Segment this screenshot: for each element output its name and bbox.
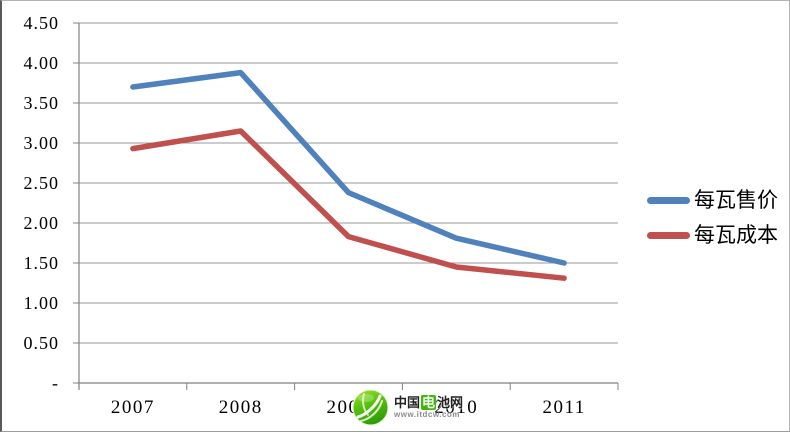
y-axis-label: 3.00 — [24, 133, 60, 153]
watermark-name-prefix: 中国 — [394, 395, 421, 410]
y-axis-label: 1.50 — [24, 253, 60, 273]
series-line-0 — [130, 69, 567, 266]
legend-item-cost: 每瓦成本 — [647, 221, 778, 249]
watermark: 中国电池网 www.itdcw.com — [352, 389, 463, 426]
legend-label-price: 每瓦售价 — [694, 187, 778, 212]
y-axis-label: 2.50 — [24, 173, 60, 193]
x-axis-label: 2010 — [434, 397, 478, 418]
watermark-site-name: 中国电池网 — [394, 395, 464, 410]
watermark-name-highlight: 电 — [421, 395, 437, 410]
y-axis-label: 4.00 — [24, 53, 60, 73]
y-axis-label: - — [52, 373, 59, 393]
y-axis-label: 2.00 — [24, 213, 60, 233]
y-axis-label: 1.00 — [24, 293, 60, 313]
x-axis-label: 2007 — [111, 397, 155, 418]
watermark-url: www.itdcw.com — [394, 410, 460, 419]
legend-item-price: 每瓦售价 — [647, 186, 778, 214]
y-axis-label: 0.50 — [24, 333, 60, 353]
legend-swatch-price — [647, 196, 690, 204]
watermark-name-suffix: 池网 — [437, 395, 464, 410]
x-axis-label: 2011 — [542, 397, 585, 418]
battery-network-logo-icon — [352, 389, 389, 426]
series-line-1 — [130, 128, 567, 281]
x-axis-label: 2008 — [219, 397, 263, 418]
legend-label-cost: 每瓦成本 — [694, 222, 778, 247]
legend: 每瓦售价 每瓦成本 — [647, 186, 778, 256]
y-axis-label: 4.50 — [24, 13, 60, 33]
legend-swatch-cost — [647, 231, 690, 239]
y-axis-label: 3.50 — [24, 93, 60, 113]
